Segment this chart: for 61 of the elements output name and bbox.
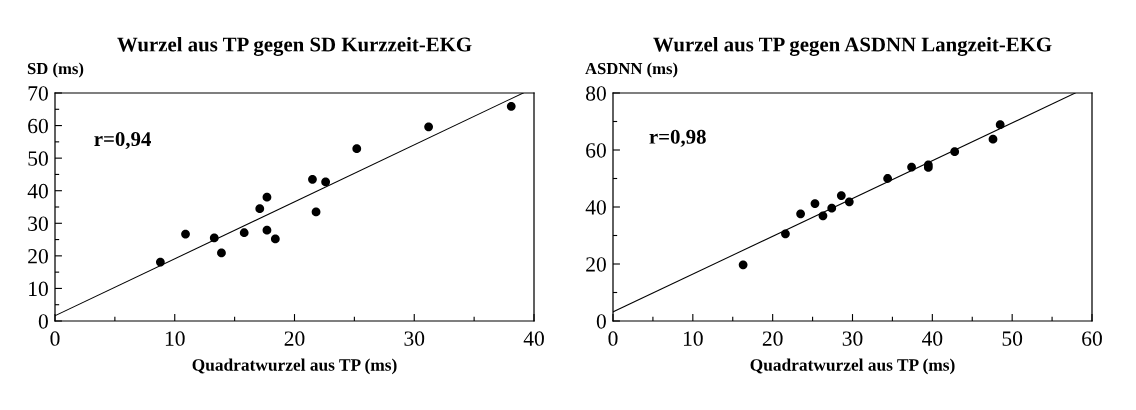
x-axis-title: Quadratwurzel aus TP (ms)	[192, 358, 397, 375]
y-tick-label: 60	[586, 143, 606, 158]
y-tick-label: 20	[28, 249, 48, 264]
point	[262, 225, 272, 235]
y-tick-label: 30	[28, 216, 48, 231]
point	[321, 177, 331, 187]
x-tick-label: 50	[1002, 331, 1023, 346]
point	[352, 144, 362, 154]
point	[209, 233, 219, 243]
point	[950, 147, 960, 157]
y-tick-label: 0	[596, 314, 606, 329]
point	[217, 248, 226, 258]
point	[810, 199, 820, 208]
point	[181, 229, 190, 239]
x-tick-label: 10	[165, 331, 185, 346]
point	[738, 260, 748, 270]
x-axis-title: Quadratwurzel aus TP (ms)	[750, 358, 955, 375]
y-tick-label: 40	[27, 183, 48, 199]
y-tick-label: 40	[585, 200, 606, 215]
point	[836, 191, 846, 200]
annotation: r=0,94	[94, 132, 151, 150]
y-tick-label: 80	[586, 86, 606, 101]
y-tick-label: 50	[28, 151, 48, 166]
y-tick-label: 60	[28, 118, 48, 134]
x-tick-label: 30	[842, 331, 863, 346]
x-tick-label: 40	[523, 331, 544, 346]
point	[506, 101, 516, 111]
y-tick-label: 10	[29, 281, 48, 297]
point	[424, 122, 434, 132]
point	[818, 211, 828, 221]
point	[239, 228, 249, 238]
x-tick-label: 30	[404, 331, 425, 346]
x-tick-label: 40	[921, 331, 943, 346]
point	[308, 174, 317, 184]
point	[995, 120, 1005, 130]
point	[255, 204, 265, 214]
y-tick-label: 0	[38, 314, 48, 329]
point	[270, 234, 280, 244]
point	[988, 134, 998, 144]
chart-title: Wurzel aus TP gegen SD Kurzzeit-EKG	[117, 36, 472, 56]
point	[311, 207, 321, 217]
x-tick-label: 60	[1082, 331, 1102, 346]
point	[844, 197, 854, 207]
chart-title: Wurzel aus TP gegen ASDNN Langzeit-EKG	[653, 36, 1052, 56]
point	[907, 162, 916, 172]
y-axis-title: SD (ms)	[27, 62, 84, 78]
point	[796, 209, 805, 219]
x-tick-label: 0	[50, 331, 60, 346]
point	[827, 203, 837, 213]
point	[781, 229, 790, 239]
y-axis-title: ASDNN (ms)	[585, 62, 678, 78]
y-tick-label: 70	[28, 86, 48, 101]
x-tick-label: 0	[608, 331, 618, 346]
point	[262, 192, 272, 202]
x-tick-label: 20	[762, 331, 783, 346]
point	[883, 174, 893, 183]
y-tick-label: 20	[586, 257, 606, 272]
x-tick-label: 10	[683, 331, 703, 346]
point	[155, 257, 165, 267]
x-tick-label: 20	[284, 331, 305, 346]
annotation: r=0,98	[649, 129, 706, 147]
